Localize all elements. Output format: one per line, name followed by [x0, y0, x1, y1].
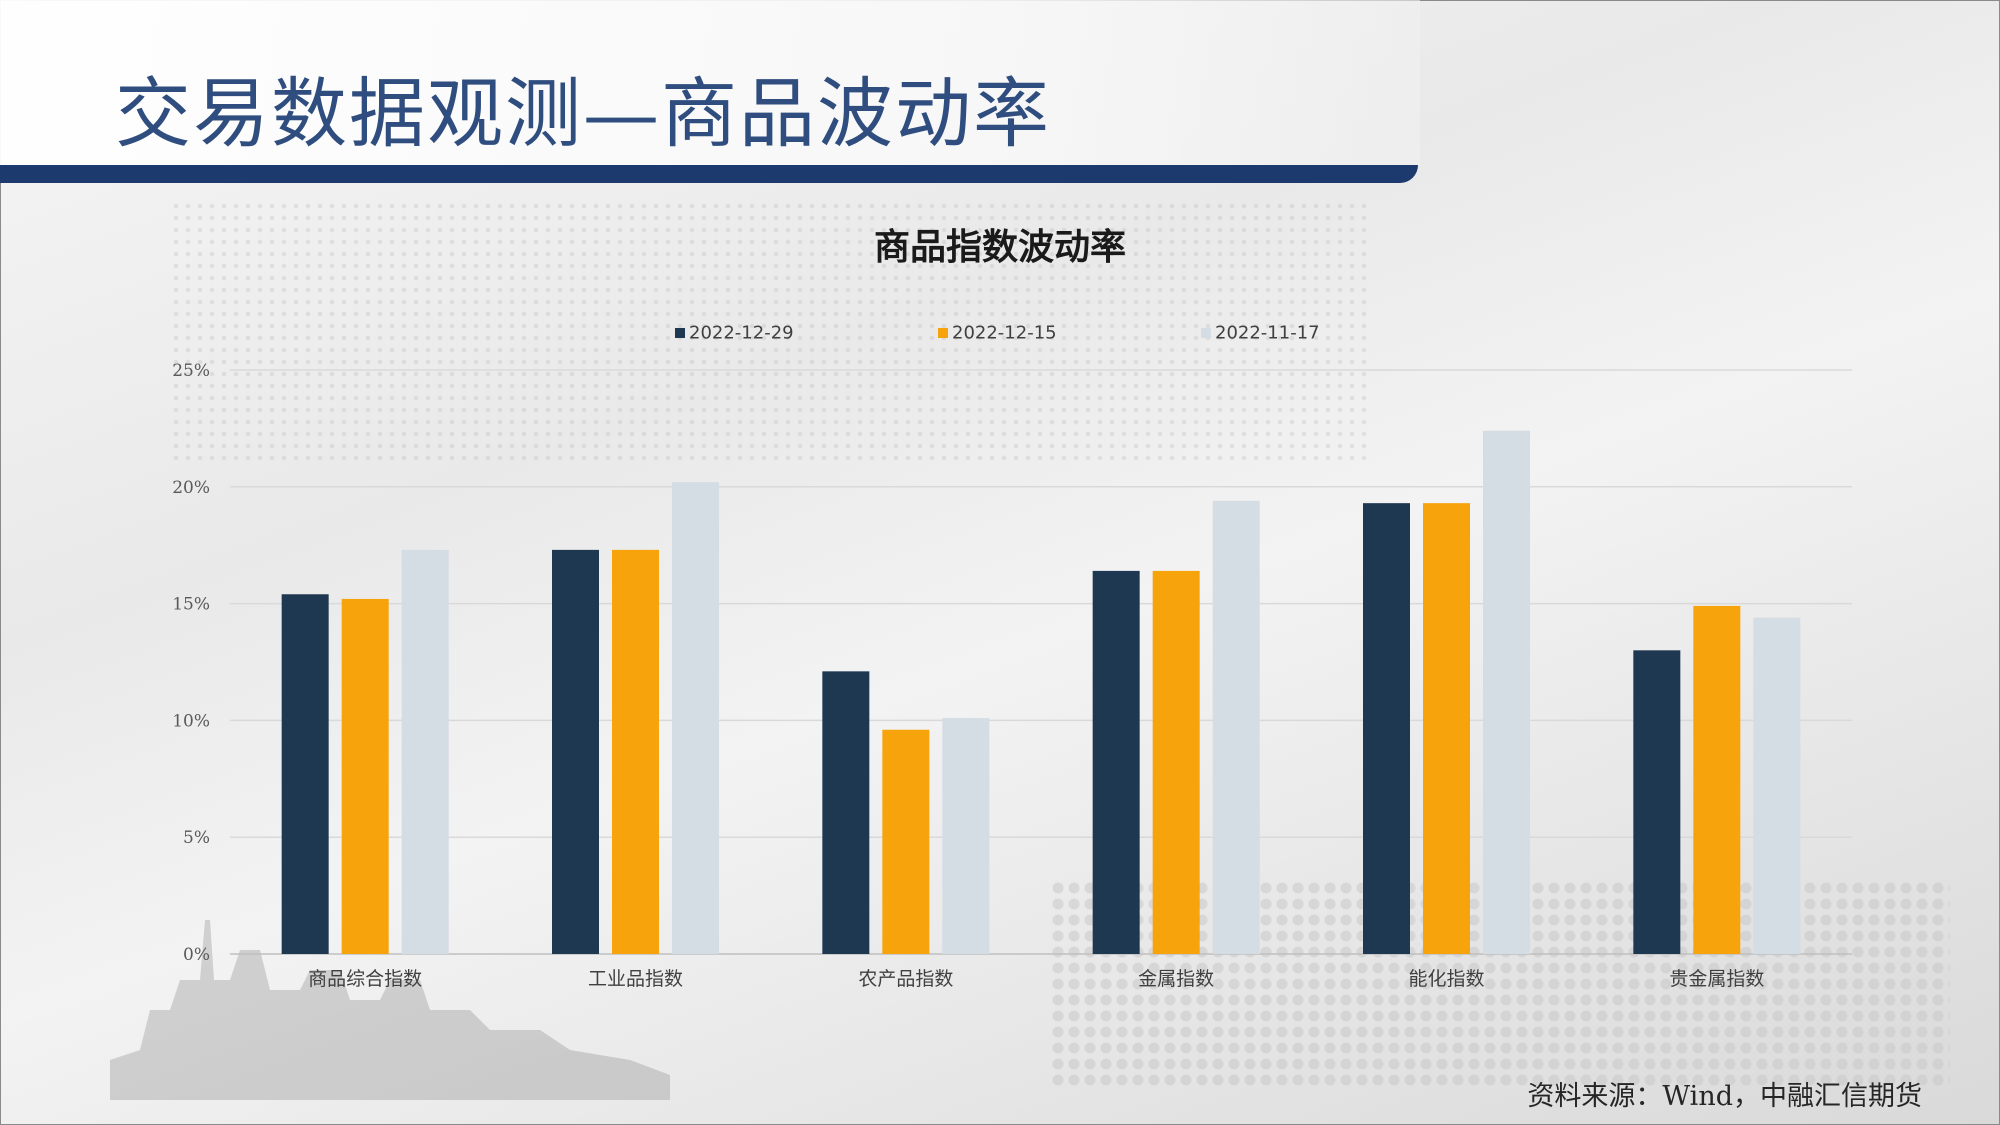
bar-2022-12-29: [822, 671, 870, 954]
chart-legend: 2022-12-29 2022-12-15 2022-11-17: [0, 322, 2000, 352]
x-tick-label: 农产品指数: [858, 968, 953, 990]
legend-label: 2022-12-15: [952, 322, 1057, 344]
y-tick-label: 25%: [172, 361, 210, 381]
bar-2022-12-15: [882, 729, 930, 954]
bar-2022-12-29: [1092, 570, 1140, 954]
x-tick-label: 能化指数: [1408, 968, 1484, 990]
y-tick-label: 5%: [183, 828, 210, 848]
title-underline-bar: [0, 165, 1418, 183]
bar-2022-12-29: [1363, 503, 1410, 954]
bar-2022-12-29: [281, 594, 329, 954]
bar-2022-12-29: [552, 549, 599, 954]
y-tick-label: 0%: [183, 945, 210, 965]
bar-2022-12-15: [1423, 503, 1470, 954]
bar-2022-12-15: [1152, 570, 1200, 954]
world-map-background: [170, 200, 1370, 460]
legend-item: 2022-11-17: [1201, 322, 1320, 344]
legend-swatch: [675, 328, 685, 338]
y-tick-label: 15%: [172, 595, 210, 615]
y-tick-label: 10%: [172, 711, 210, 731]
legend-item: 2022-12-29: [675, 322, 794, 344]
title-band: [0, 0, 1420, 165]
x-tick-label: 贵金属指数: [1669, 968, 1764, 990]
bar-2022-12-15: [341, 598, 389, 954]
bar-2022-11-17: [672, 482, 719, 954]
bar-2022-11-17: [1753, 617, 1801, 954]
legend-item: 2022-12-15: [938, 322, 1057, 344]
bar-2022-11-17: [401, 549, 449, 954]
chart-title: 商品指数波动率: [873, 226, 1126, 268]
bar-2022-12-29: [1633, 650, 1681, 954]
bar-2022-11-17: [1483, 430, 1530, 955]
legend-label: 2022-12-29: [689, 322, 794, 344]
page-title: 交易数据观测—商品波动率: [115, 69, 1051, 158]
legend-swatch: [938, 328, 948, 338]
y-tick-label: 20%: [172, 478, 210, 498]
legend-label: 2022-11-17: [1215, 322, 1320, 344]
x-tick-label: 工业品指数: [588, 968, 683, 990]
bar-2022-12-15: [612, 549, 659, 954]
bar-2022-11-17: [942, 718, 990, 954]
bar-2022-12-15: [1693, 605, 1741, 954]
x-tick-label: 商品综合指数: [308, 968, 422, 990]
bar-2022-11-17: [1212, 500, 1260, 954]
city-skyline-background: [110, 920, 670, 1100]
data-source-note: 资料来源：Wind，中融汇信期货: [1527, 1081, 1922, 1112]
legend-swatch: [1201, 328, 1211, 338]
x-tick-label: 金属指数: [1138, 968, 1214, 990]
